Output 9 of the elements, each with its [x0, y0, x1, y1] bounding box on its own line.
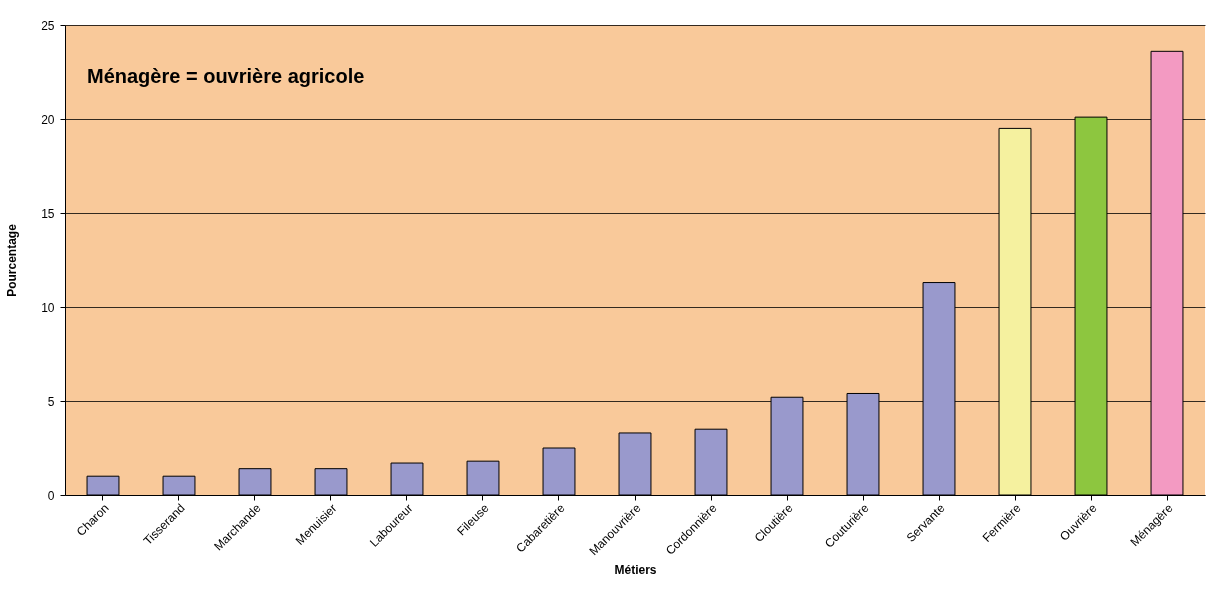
y-axis-title: Pourcentage	[5, 223, 20, 297]
annotation: Ménagère = ouvrière agricole	[87, 65, 365, 87]
y-tick-label: 10	[41, 300, 55, 315]
y-tick-label: 20	[41, 112, 55, 127]
y-tick-label: 25	[41, 18, 55, 33]
y-tick-label: 0	[47, 488, 55, 503]
y-tick-label: 15	[41, 206, 55, 221]
y-tick-label: 5	[47, 394, 55, 409]
x-axis-title: Métiers	[614, 563, 657, 578]
